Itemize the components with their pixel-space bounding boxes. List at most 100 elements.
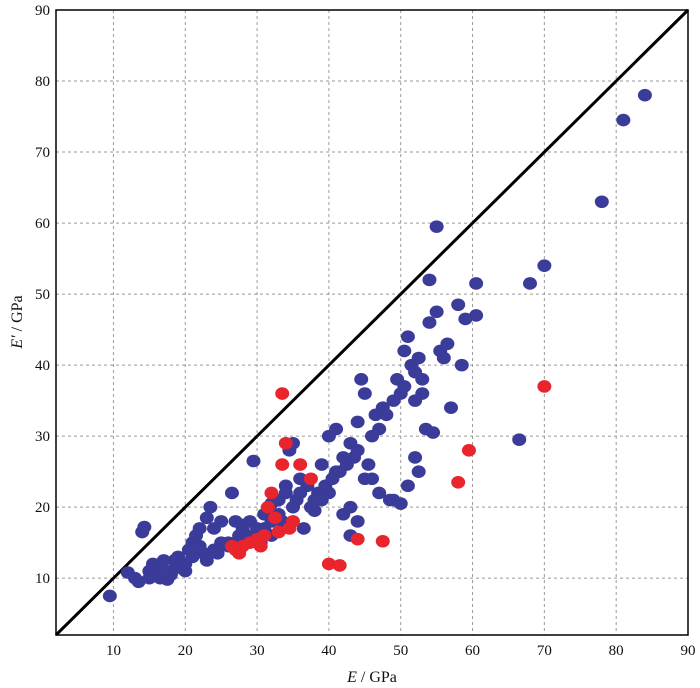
data-point-series-a — [372, 422, 387, 436]
x-tick-label: 30 — [250, 643, 265, 659]
data-point-series-b — [461, 444, 476, 457]
data-point-series-a — [350, 415, 365, 429]
data-point-series-a — [523, 277, 537, 290]
data-point-series-a — [537, 259, 552, 272]
data-point-series-a — [142, 571, 157, 585]
data-point-series-a — [214, 515, 229, 528]
data-point-series-a — [397, 344, 412, 358]
reference-line — [54, 8, 690, 637]
data-point-series-b — [275, 387, 290, 400]
y-tick-label: 60 — [35, 216, 50, 232]
data-point-series-a — [224, 486, 239, 500]
plot-frame — [55, 9, 689, 636]
data-point-series-a — [246, 454, 261, 468]
data-point-series-b — [293, 458, 308, 471]
data-point-series-a — [350, 515, 365, 528]
data-point-series-a — [469, 309, 484, 322]
data-point-series-a — [415, 387, 430, 400]
data-point-series-b — [257, 529, 272, 542]
data-points — [102, 88, 652, 603]
data-point-series-a — [296, 522, 311, 535]
data-point-series-a — [400, 330, 415, 344]
y-tick-label: 30 — [35, 429, 50, 445]
x-tick-label: 10 — [106, 643, 121, 659]
x-axis-label: E / GPa — [346, 669, 397, 686]
x-tick-label: 60 — [465, 643, 480, 659]
data-point-series-a — [357, 387, 372, 400]
data-point-series-b — [275, 458, 290, 471]
data-point-series-a — [199, 511, 214, 525]
data-point-series-a — [131, 575, 146, 589]
data-point-series-a — [440, 337, 455, 351]
data-point-series-a — [286, 500, 300, 514]
grid-lines — [56, 10, 688, 635]
data-point-series-b — [303, 472, 318, 486]
y-tick-label: 20 — [35, 500, 50, 516]
data-point-series-a — [207, 543, 221, 557]
data-point-series-a — [422, 316, 437, 329]
data-point-series-a — [469, 277, 484, 290]
data-point-series-a — [336, 451, 351, 464]
data-point-series-a — [235, 522, 250, 535]
data-point-series-a — [422, 273, 437, 287]
data-point-series-a — [379, 408, 394, 422]
data-point-series-a — [199, 554, 214, 567]
data-point-series-a — [203, 500, 218, 514]
data-point-series-a — [156, 554, 171, 567]
data-point-series-a — [512, 433, 527, 446]
data-point-series-b — [375, 534, 390, 548]
data-point-series-b — [537, 380, 552, 393]
data-point-series-a — [307, 493, 322, 507]
data-point-series-a — [458, 312, 473, 326]
data-point-series-b — [286, 515, 300, 528]
data-point-series-a — [372, 486, 387, 500]
data-point-series-a — [307, 504, 322, 518]
data-point-series-a — [429, 220, 444, 233]
y-tick-label: 40 — [35, 358, 50, 374]
data-point-series-a — [361, 458, 376, 471]
data-point-series-a — [451, 298, 466, 312]
data-point-series-b — [350, 532, 365, 546]
data-point-series-a — [343, 500, 358, 514]
data-point-series-a — [436, 351, 451, 365]
data-point-series-b — [253, 539, 268, 553]
x-tick-label: 40 — [321, 643, 336, 659]
data-point-series-a — [354, 373, 369, 386]
y-tick-label: 70 — [35, 145, 50, 161]
data-point-series-a — [386, 493, 401, 507]
data-point-series-a — [637, 88, 652, 102]
data-point-series-b — [271, 525, 286, 539]
y-axis-label: E′ / GPa — [9, 295, 26, 349]
data-point-series-a — [454, 358, 469, 372]
data-point-series-a — [411, 351, 426, 365]
data-point-series-a — [137, 520, 152, 534]
data-point-series-b — [264, 486, 279, 500]
y-tick-label: 80 — [35, 74, 50, 90]
data-point-series-b — [278, 436, 293, 450]
y-tick-label: 90 — [35, 3, 50, 19]
data-point-series-a — [278, 479, 293, 493]
x-tick-label: 50 — [393, 643, 408, 659]
data-point-series-a — [321, 486, 336, 500]
data-point-series-a — [365, 472, 379, 486]
y-tick-label: 50 — [35, 287, 50, 303]
data-point-series-a — [400, 479, 415, 493]
data-point-series-b — [260, 500, 275, 514]
data-point-series-a — [429, 305, 444, 319]
data-point-series-a — [444, 401, 458, 415]
y-tick-labels: 10 20 30 40 50 60 70 80 90 — [35, 3, 50, 587]
x-tick-label: 90 — [681, 643, 696, 659]
x-tick-labels: 10 20 30 40 50 60 70 80 90 — [106, 643, 696, 659]
data-point-series-b — [321, 557, 336, 571]
data-point-series-b — [451, 476, 466, 489]
data-point-series-a — [329, 422, 344, 436]
data-point-series-a — [408, 451, 423, 464]
data-point-series-a — [192, 522, 207, 535]
x-tick-label: 20 — [178, 643, 193, 659]
data-point-series-a — [102, 589, 117, 603]
data-point-series-a — [293, 486, 308, 500]
data-point-series-a — [616, 113, 631, 127]
data-point-series-b — [332, 559, 347, 572]
data-point-series-a — [329, 465, 344, 478]
data-point-series-a — [594, 195, 609, 209]
